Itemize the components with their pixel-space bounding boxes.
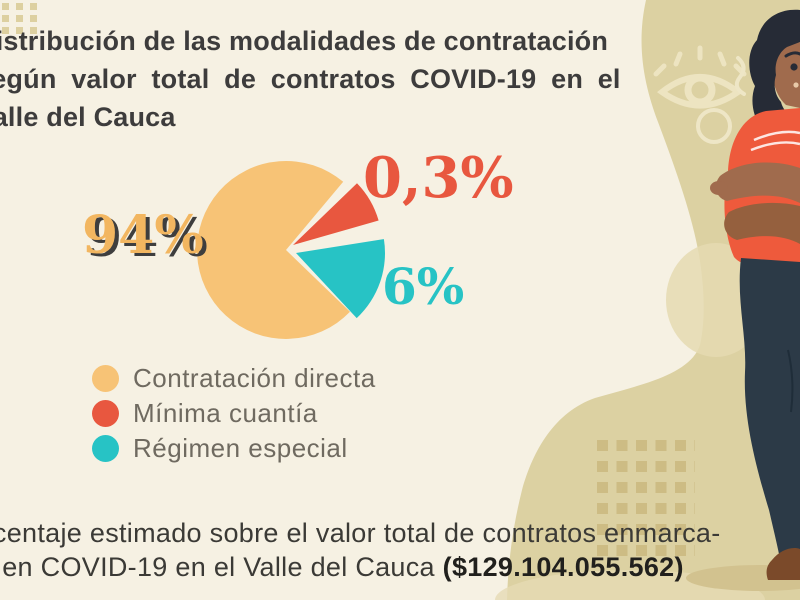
pie-label-94: 94%	[82, 205, 204, 266]
pie-chart	[196, 160, 385, 339]
legend-item-minima-cuantia: Mínima cuantía	[92, 397, 376, 428]
pie-slice-minima-cuantia	[293, 183, 379, 245]
pie-label-03: 0,3%	[363, 145, 514, 211]
footnote-line-2-text: dos en COVID-19 en el Valle del Cauca	[0, 552, 435, 582]
legend-label: Régimen especial	[133, 432, 348, 463]
title-line-2: según valor total de contratos COVID-19 …	[0, 64, 621, 94]
footnote-line-2: dos en COVID-19 en el Valle del Cauca ($…	[0, 552, 684, 583]
pie-label-6: 6%	[382, 257, 465, 316]
legend-dot-teal	[92, 434, 119, 462]
legend-item-regimen-especial: Régimen especial	[92, 432, 376, 463]
chart-title: Distribución de las modalidades de contr…	[0, 22, 756, 136]
ring-decoration	[696, 108, 732, 144]
legend-label: Contratación directa	[133, 362, 376, 393]
title-line-3: Valle del Cauca	[0, 102, 176, 132]
dot-grid-top-left	[0, 3, 40, 37]
pie-slice-contratacion-directa	[196, 160, 350, 339]
legend-label: Mínima cuantía	[133, 397, 318, 428]
legend-item-contratacion-directa: Contratación directa	[92, 362, 376, 393]
dot-grid-right	[597, 440, 695, 558]
pie-slice-regimen-especial	[296, 239, 385, 319]
title-line-1: Distribución de las modalidades de contr…	[0, 26, 609, 56]
footnote-line-1: Porcentaje estimado sobre el valor total…	[0, 518, 721, 548]
legend-dot-orange	[92, 364, 119, 392]
squiggle-decoration	[734, 56, 746, 96]
person-illustration	[710, 9, 800, 580]
legend: Contratación directa Mínima cuantía Régi…	[92, 362, 376, 469]
tan-blob-shape	[507, 0, 800, 600]
legend-dot-red	[92, 399, 119, 427]
footnote-total-value: ($129.104.055.562)	[442, 552, 684, 582]
